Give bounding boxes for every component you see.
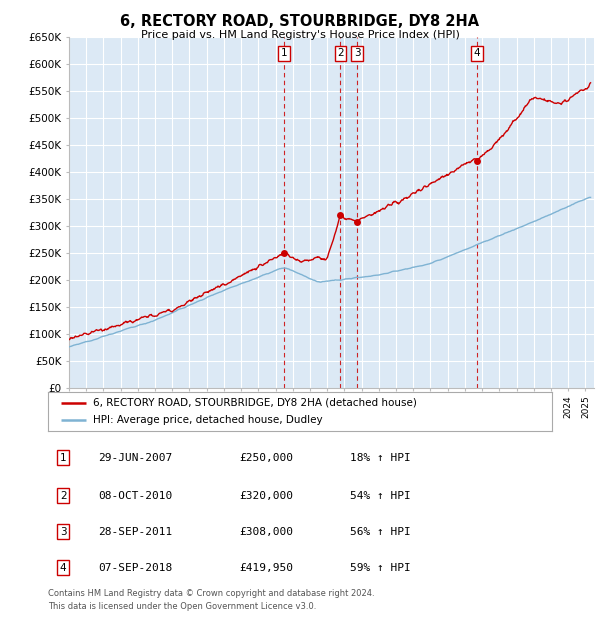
Text: 07-SEP-2018: 07-SEP-2018 [98,563,173,573]
Text: 3: 3 [354,48,361,58]
Text: 6, RECTORY ROAD, STOURBRIDGE, DY8 2HA (detached house): 6, RECTORY ROAD, STOURBRIDGE, DY8 2HA (d… [94,398,417,408]
Text: HPI: Average price, detached house, Dudley: HPI: Average price, detached house, Dudl… [94,415,323,425]
Text: 56% ↑ HPI: 56% ↑ HPI [350,526,411,537]
Text: 29-JUN-2007: 29-JUN-2007 [98,453,173,463]
Text: 2: 2 [337,48,344,58]
Text: This data is licensed under the Open Government Licence v3.0.: This data is licensed under the Open Gov… [48,602,316,611]
Text: 59% ↑ HPI: 59% ↑ HPI [350,563,411,573]
Text: 18% ↑ HPI: 18% ↑ HPI [350,453,411,463]
Text: 2: 2 [60,490,67,500]
Text: Price paid vs. HM Land Registry's House Price Index (HPI): Price paid vs. HM Land Registry's House … [140,30,460,40]
Text: £320,000: £320,000 [239,490,293,500]
Text: £419,950: £419,950 [239,563,293,573]
Text: 54% ↑ HPI: 54% ↑ HPI [350,490,411,500]
Text: 3: 3 [60,526,67,537]
Text: £308,000: £308,000 [239,526,293,537]
Text: 4: 4 [60,563,67,573]
Text: £250,000: £250,000 [239,453,293,463]
Text: 28-SEP-2011: 28-SEP-2011 [98,526,173,537]
Text: 1: 1 [281,48,287,58]
Text: 6, RECTORY ROAD, STOURBRIDGE, DY8 2HA: 6, RECTORY ROAD, STOURBRIDGE, DY8 2HA [121,14,479,29]
Bar [340,37,357,387]
Text: 08-OCT-2010: 08-OCT-2010 [98,490,173,500]
Text: 1: 1 [60,453,67,463]
Text: 4: 4 [473,48,480,58]
Text: Contains HM Land Registry data © Crown copyright and database right 2024.: Contains HM Land Registry data © Crown c… [48,590,374,598]
